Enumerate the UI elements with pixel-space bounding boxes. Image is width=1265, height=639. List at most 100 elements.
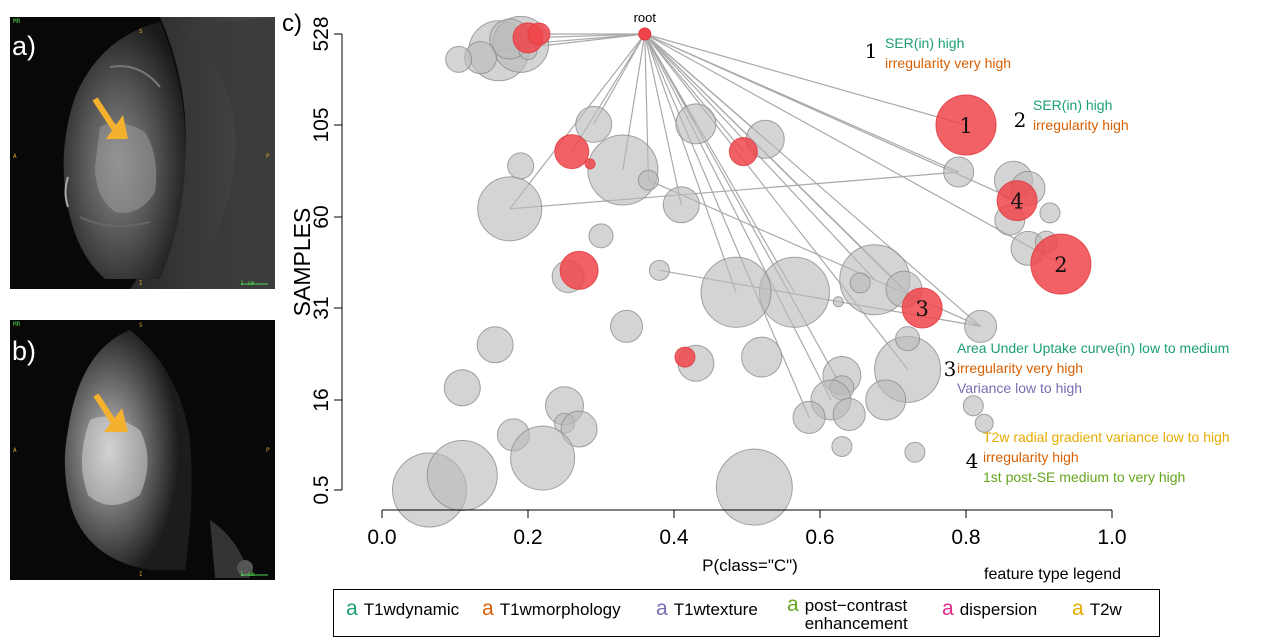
x-tick-label: 0.6: [805, 526, 834, 549]
annotation-line: Area Under Uptake curve(in) low to mediu…: [957, 340, 1229, 356]
leaf-node-red: [559, 250, 599, 290]
node-layer: 1 2 3 4 root: [391, 10, 1092, 528]
leaf-node-grey: [476, 326, 514, 364]
annotation-line: irregularity high: [983, 449, 1079, 465]
mri-a-corner-label: MR: [13, 18, 21, 25]
legend-item: a T1wtexture: [656, 597, 758, 620]
y-axis-label: SAMPLES: [289, 208, 315, 317]
root-node: [638, 27, 652, 41]
mri-a-scale-label: 1 cm: [240, 280, 255, 287]
leaf-node-grey: [741, 336, 783, 378]
legend-label: dispersion: [959, 600, 1038, 619]
annotation-number: 2: [1014, 108, 1027, 132]
x-tick-label: 0.4: [659, 526, 689, 549]
x-tick-label: 0.2: [513, 526, 542, 549]
leaf-node-grey: [715, 448, 793, 526]
legend-swatch: a: [656, 597, 668, 620]
leaf-node-red: [996, 180, 1038, 222]
legend-label: T1wtexture: [673, 600, 758, 619]
y-tick-label: 60: [310, 205, 333, 228]
leaf-node-red: [554, 134, 590, 170]
leaf-node-grey: [560, 410, 598, 448]
leaf-node-grey: [974, 413, 994, 433]
legend-item: a T2w: [1072, 597, 1122, 620]
tree-edge: [644, 33, 967, 126]
mri-b-corner-label: MR: [13, 321, 21, 328]
leaf-node-grey: [832, 296, 844, 308]
leaf-node-grey: [792, 400, 826, 434]
leaf-node-grey: [443, 369, 481, 407]
leaf-node-number: 4: [1010, 190, 1023, 214]
legend-label: T2w: [1089, 600, 1122, 619]
legend-swatch: a: [942, 597, 954, 620]
y-tick-label: 31: [310, 296, 333, 319]
leaf-node-grey: [610, 309, 644, 343]
mri-image-b-graphic: [64, 330, 268, 578]
legend-title: feature type legend: [984, 566, 1121, 583]
x-tick-label: 1.0: [1097, 526, 1126, 549]
mri-a-orientation-top: S: [139, 28, 143, 35]
legend-label: T1wmorphology: [499, 600, 621, 619]
y-tick-label: 0.5: [310, 475, 333, 504]
leaf-node-red: [674, 346, 696, 368]
mri-image-a-graphic: [63, 17, 275, 289]
leaf-node-grey: [832, 398, 866, 432]
tree-edge: [644, 33, 795, 293]
legend-item: a T1wdynamic: [346, 597, 460, 620]
leaf-node-grey: [588, 223, 614, 249]
leaf-node-grey: [445, 45, 473, 73]
legend-swatch: a: [482, 597, 494, 620]
leaf-node-grey: [831, 435, 853, 457]
legend-item: a T1wmorphology: [482, 597, 621, 620]
leaf-node-red: [527, 22, 551, 46]
legend-swatch: a: [787, 593, 799, 616]
annotation-line: irregularity high: [1033, 117, 1129, 133]
tree-edge: [644, 33, 981, 327]
legend-label: T1wdynamic: [363, 600, 460, 619]
mri-b-orientation-top: S: [139, 322, 143, 329]
tree-edge: [644, 33, 744, 152]
leaf-node-grey: [943, 156, 975, 188]
arrow-a-head: [106, 115, 128, 139]
tree-edge: [644, 33, 1062, 265]
leaf-node-grey: [637, 169, 659, 191]
mri-b-orientation-left: A: [13, 447, 17, 454]
legend-item: a dispersion: [942, 597, 1038, 620]
panel-c-label: c): [282, 10, 302, 37]
annotation-line: 1st post-SE medium to very high: [983, 469, 1185, 485]
tree-edge: [644, 33, 843, 389]
leaf-node-red: [584, 158, 596, 170]
mri-b-scale-label: 1 cm: [240, 571, 255, 578]
legend-swatch: a: [1072, 597, 1084, 620]
tree-edge: [644, 33, 905, 290]
annotation-number: 4: [966, 449, 979, 473]
leaf-node-grey: [426, 439, 498, 511]
leaf-node-grey: [662, 186, 700, 224]
annotation-line: T2w radial gradient variance low to high: [983, 429, 1230, 445]
mri-a-orientation-left: A: [13, 153, 17, 160]
legend-item: a post−contrast enhancement: [787, 593, 908, 633]
annotation-line: irregularity very high: [957, 360, 1083, 376]
leaf-node-grey: [964, 309, 998, 343]
leaf-node-red: [728, 137, 758, 167]
tree-edge: [509, 171, 959, 210]
mri-a-orientation-bottom: I: [139, 280, 143, 287]
leaf-node-grey: [849, 272, 871, 294]
mri-b-orientation-right: P: [266, 447, 270, 454]
annotation-line: Variance low to high: [957, 380, 1082, 396]
y-tick-label: 105: [310, 107, 333, 142]
annotation-layer: 1 SER(in) high irregularity very high 2 SER(…: [865, 35, 1230, 485]
leaf-node-grey: [648, 259, 670, 281]
tree-edge: [644, 33, 737, 293]
annotation-line: SER(in) high: [1033, 97, 1112, 113]
legend-label: post−contrast enhancement: [804, 596, 908, 633]
mri-image-b: b) MR S A P I 1 cm: [10, 320, 275, 580]
mri-a-orientation-right: P: [266, 153, 270, 160]
arrow-b-head: [104, 408, 128, 432]
annotation-line: SER(in) high: [885, 35, 964, 51]
annotation-number: 1: [865, 39, 878, 63]
leaf-node-number: 3: [916, 297, 929, 321]
tree-edge: [644, 33, 959, 173]
x-tick-label: 0.8: [951, 526, 980, 549]
leaf-node-grey: [587, 134, 659, 206]
